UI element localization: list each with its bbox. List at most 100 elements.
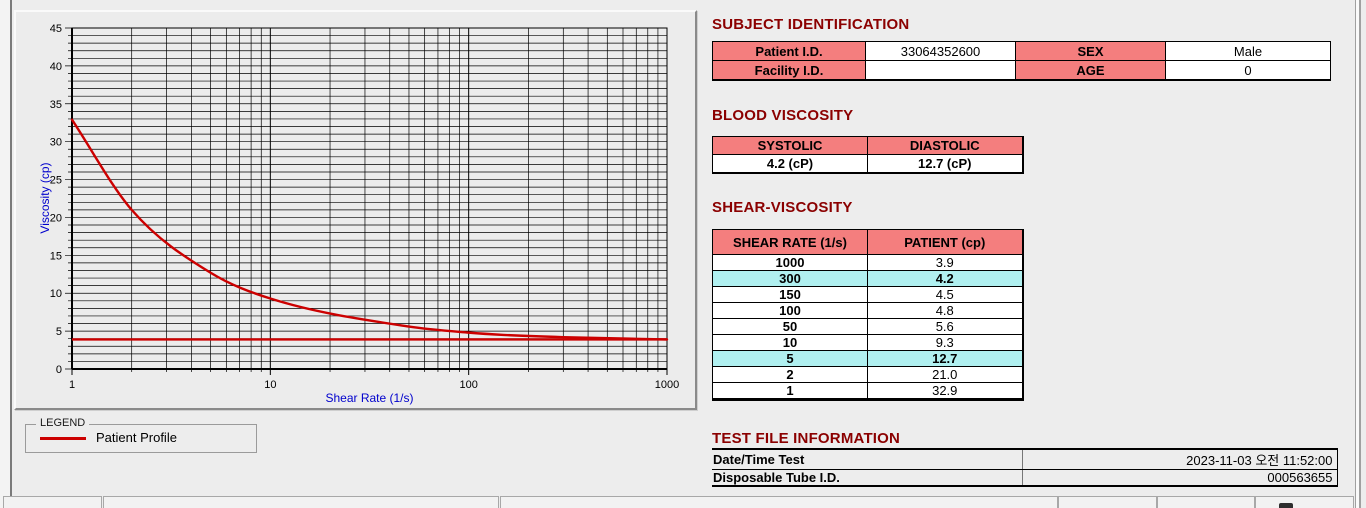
x-tick-label: 10 — [264, 379, 276, 391]
subject-identification-table: Patient I.D. 33064352600 SEX Male Facili… — [712, 41, 1331, 81]
shear-rate-cell: 2 — [712, 366, 868, 383]
table-row: SYSTOLIC DIASTOLIC — [712, 136, 1023, 155]
shear-rate-cell: 300 — [712, 270, 868, 287]
patient-value-cell: 32.9 — [867, 382, 1023, 400]
datetime-label: Date/Time Test — [712, 449, 1023, 470]
patient-profile-curve — [70, 118, 669, 341]
shear-rate-cell: 10 — [712, 334, 868, 351]
patient-id-label: Patient I.D. — [712, 41, 866, 61]
table-row: Patient I.D. 33064352600 SEX Male — [712, 41, 1331, 61]
shear-rate-cell: 100 — [712, 302, 868, 319]
window-left-margin — [0, 0, 10, 508]
patient-value-cell: 4.5 — [867, 286, 1023, 303]
diastolic-value: 12.7 (cP) — [867, 154, 1023, 174]
shear-viscosity-table-body: 1000 3.9 300 4.2 150 4.5 100 4.8 50 5.6 10 9.3 5 12.7… — [712, 254, 1023, 400]
table-row: Facility I.D. AGE 0 — [712, 60, 1331, 81]
y-tick-label: 10 — [50, 288, 62, 300]
shear-row-50: 50 5.6 — [712, 318, 1023, 335]
shear-row-2: 2 21.0 — [712, 366, 1023, 383]
shear-row-10: 10 9.3 — [712, 334, 1023, 351]
shear-rate-cell: 50 — [712, 318, 868, 335]
bottom-panel — [3, 496, 102, 508]
shear-rate-cell: 5 — [712, 350, 868, 367]
y-tick-label: 20 — [50, 212, 62, 224]
bottom-panel — [500, 496, 1058, 508]
test-file-information-table: Date/Time Test 2023-11-03 오전 11:52:00 Di… — [712, 448, 1338, 487]
window-left-border — [10, 0, 12, 508]
systolic-header: SYSTOLIC — [712, 136, 868, 155]
shear-row-5: 5 12.7 — [712, 350, 1023, 367]
chart-series — [70, 118, 669, 341]
legend-box: LEGEND Patient Profile — [25, 417, 257, 453]
y-tick-label: 45 — [50, 23, 62, 35]
table-row: Disposable Tube I.D. 000563655 — [712, 469, 1338, 486]
systolic-value: 4.2 (cP) — [712, 154, 868, 174]
shear-rate-cell: 150 — [712, 286, 868, 303]
facility-id-value — [865, 60, 1016, 81]
shear-viscosity-table: SHEAR RATE (1/s) PATIENT (cp) 1000 3.9 300… — [712, 229, 1024, 401]
table-row: 4.2 (cP) 12.7 (cP) — [712, 154, 1023, 174]
bottom-button[interactable] — [1255, 496, 1354, 508]
sex-value: Male — [1165, 41, 1331, 61]
facility-id-label: Facility I.D. — [712, 60, 866, 81]
test-file-information-title: TEST FILE INFORMATION — [712, 430, 901, 447]
sex-label: SEX — [1015, 41, 1166, 61]
window-right-border — [1355, 0, 1356, 508]
shear-row-1000: 1000 3.9 — [712, 254, 1023, 271]
bottom-button[interactable] — [1058, 496, 1157, 508]
viscosity-chart: 0 5 10 15 20 25 30 35 40 45 1 10 100 1000 — [50, 23, 679, 391]
patient-profile-line-swatch — [40, 437, 86, 440]
table-row: Date/Time Test 2023-11-03 오전 11:52:00 — [712, 449, 1338, 470]
shear-row-150: 150 4.5 — [712, 286, 1023, 303]
patient-header: PATIENT (cp) — [867, 229, 1023, 255]
shear-row-1: 1 32.9 — [712, 382, 1023, 400]
patient-value-cell: 4.8 — [867, 302, 1023, 319]
patient-value-cell: 9.3 — [867, 334, 1023, 351]
clipped-button-text — [1279, 503, 1293, 508]
patient-value-cell: 12.7 — [867, 350, 1023, 367]
table-header-row: SHEAR RATE (1/s) PATIENT (cp) — [712, 229, 1023, 255]
bottom-panel — [103, 496, 499, 508]
diastolic-header: DIASTOLIC — [867, 136, 1023, 155]
shear-row-300: 300 4.2 — [712, 270, 1023, 287]
y-tick-label: 35 — [50, 99, 62, 111]
patient-value-cell: 21.0 — [867, 366, 1023, 383]
bottom-button[interactable] — [1157, 496, 1255, 508]
age-value: 0 — [1165, 60, 1331, 81]
window-right-border — [1359, 0, 1361, 508]
subject-identification-title: SUBJECT IDENTIFICATION — [712, 16, 910, 33]
y-axis-title: Viscosity (cp) — [38, 162, 52, 234]
age-label: AGE — [1015, 60, 1166, 81]
legend-series-label: Patient Profile — [96, 430, 177, 445]
patient-value-cell: 3.9 — [867, 254, 1023, 271]
x-axis-title: Shear Rate (1/s) — [325, 391, 414, 405]
patient-value-cell: 4.2 — [867, 270, 1023, 287]
y-tick-label: 40 — [50, 61, 62, 73]
shear-rate-cell: 1000 — [712, 254, 868, 271]
legend-caption: LEGEND — [36, 417, 90, 429]
y-tick-label: 25 — [50, 175, 62, 187]
tube-id-value: 000563655 — [1022, 469, 1338, 486]
shear-rate-cell: 1 — [712, 382, 868, 400]
x-tick-label: 1000 — [655, 379, 679, 391]
tube-id-label: Disposable Tube I.D. — [712, 469, 1023, 486]
x-tick-label: 1 — [69, 379, 75, 391]
shear-row-100: 100 4.8 — [712, 302, 1023, 319]
y-tick-label: 30 — [50, 137, 62, 149]
window-right-border — [1356, 0, 1359, 508]
shear-viscosity-title: SHEAR-VISCOSITY — [712, 199, 853, 216]
chart-grid — [65, 27, 668, 375]
y-tick-label: 5 — [56, 326, 62, 338]
blood-viscosity-title: BLOOD VISCOSITY — [712, 107, 854, 124]
datetime-value: 2023-11-03 오전 11:52:00 — [1022, 449, 1338, 470]
y-tick-label: 0 — [56, 364, 62, 376]
patient-value-cell: 5.6 — [867, 318, 1023, 335]
patient-id-value: 33064352600 — [865, 41, 1016, 61]
chart-tick-labels: 0 5 10 15 20 25 30 35 40 45 1 10 100 1000 — [50, 23, 679, 391]
viscosity-chart-panel: 0 5 10 15 20 25 30 35 40 45 1 10 100 1000 Shear Rate … — [14, 10, 697, 410]
x-tick-label: 100 — [459, 379, 477, 391]
y-tick-label: 15 — [50, 250, 62, 262]
shear-rate-header: SHEAR RATE (1/s) — [712, 229, 868, 255]
blood-viscosity-table: SYSTOLIC DIASTOLIC 4.2 (cP) 12.7 (cP) — [712, 136, 1024, 174]
